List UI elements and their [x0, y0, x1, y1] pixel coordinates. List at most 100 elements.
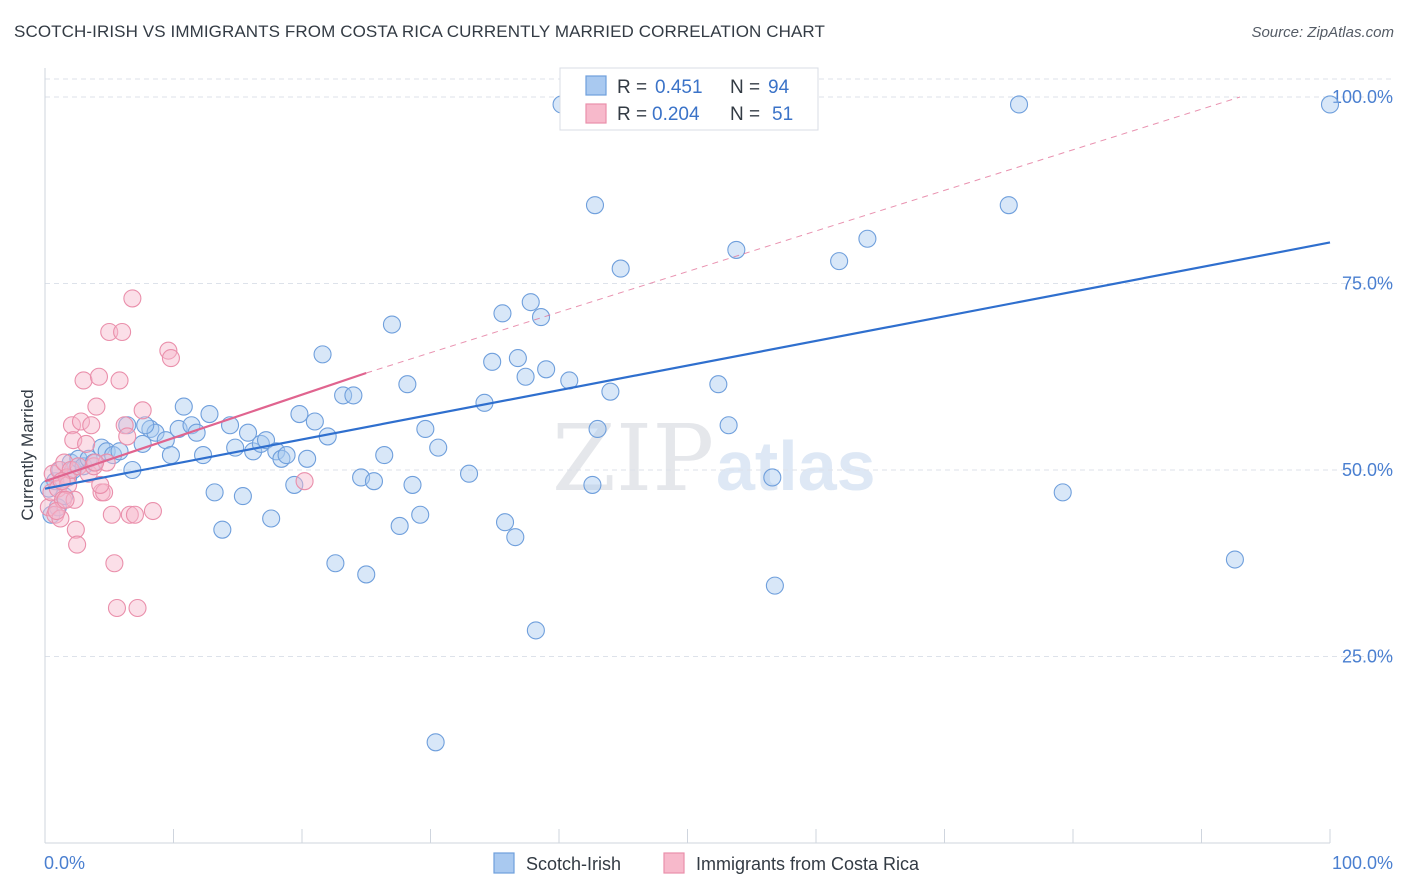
scotch-irish-point [585, 196, 605, 215]
grid-lines [45, 78, 1395, 657]
costa-rica-point [74, 371, 93, 390]
costa-rica-point [56, 490, 75, 509]
scotch-irish-point [506, 528, 525, 547]
y-tick-label: 100.0% [1332, 87, 1393, 107]
legend-n-label-1: N = [730, 77, 760, 98]
scotch-irish-point [357, 565, 376, 584]
bottom-legend-swatch-blue [493, 852, 515, 874]
scotch-irish-point [233, 487, 252, 506]
scotch-irish-point [290, 404, 309, 424]
costa-rica-point [120, 505, 139, 524]
scotch-irish-point [344, 386, 363, 405]
watermark-zip: ZIP [552, 405, 714, 512]
scotch-irish-point [382, 315, 402, 334]
trend-lines [44, 96, 1331, 490]
scotch-irish-point [200, 404, 219, 424]
y-tick-labels: 25.0% 50.0% 75.0% 100.0% [1332, 87, 1393, 667]
costa-rica-point [102, 505, 121, 524]
scotch-irish-point [727, 240, 746, 259]
costa-rica-point [115, 416, 134, 435]
costa-rica-point [133, 401, 152, 420]
scotch-irish-point [298, 449, 317, 468]
legend-n-label-2: N = [730, 104, 760, 125]
legend-r-value-2: 0.204 [652, 104, 700, 125]
scotch-irish-point [999, 196, 1018, 215]
scotch-irish-point [493, 304, 512, 323]
legend-n-value-2: 51 [772, 104, 793, 125]
costa-rica-point [62, 416, 82, 435]
scotch-irish-point [146, 423, 165, 442]
legend-swatch-blue [585, 75, 607, 96]
scotch-irish-point [521, 293, 540, 312]
scotch-irish-point [390, 516, 409, 536]
scotch-irish-point [403, 475, 422, 494]
scotch-irish-point [238, 423, 258, 442]
y-tick-label: 25.0% [1342, 647, 1393, 667]
correlation-legend: R = 0.451 N = 94 R = 0.204 N = 51 [559, 67, 819, 131]
scotch-irish-point [858, 229, 877, 248]
scotch-irish-point [205, 483, 224, 502]
costa-rica-point [125, 505, 144, 524]
costa-rica-point [82, 416, 101, 435]
axes [44, 68, 1331, 844]
y-tick-label: 50.0% [1342, 460, 1393, 480]
legend-n-value-1: 94 [768, 77, 790, 98]
scotch-irish-point [364, 472, 384, 491]
costa-rica-point [105, 554, 124, 573]
scotch-irish-point [495, 513, 515, 532]
scotch-irish-point [133, 434, 152, 453]
chart-title: SCOTCH-IRISH VS IMMIGRANTS FROM COSTA RI… [14, 22, 825, 41]
scotch-irish-point [426, 733, 445, 752]
costa-rica-point [159, 341, 178, 360]
scotch-irish-point [411, 505, 430, 524]
costa-rica-point [91, 475, 110, 494]
scotch-irish-point [763, 468, 782, 487]
costa-rica-trend-line [44, 371, 367, 483]
scotch-irish-point [326, 554, 345, 573]
costa-rica-point [66, 520, 85, 539]
costa-rica-point [89, 367, 109, 386]
costa-rica-point [87, 397, 106, 416]
y-tick-label: 75.0% [1342, 274, 1393, 294]
scotch-irish-point [508, 349, 527, 368]
x-tick-labels: 0.0% 100.0% [44, 853, 1393, 873]
scotch-irish-point [416, 419, 435, 439]
scotch-irish-point [483, 352, 502, 371]
bottom-legend-swatch-pink [663, 852, 685, 874]
scotch-irish-point [136, 416, 155, 435]
costa-rica-point [295, 472, 314, 491]
scotch-irish-point [375, 446, 394, 465]
scotch-irish-point [526, 621, 545, 640]
costa-rica-point [123, 289, 142, 308]
costa-rica-point [107, 598, 127, 618]
scotch-irish-point [213, 520, 232, 539]
scotch-irish-point [1225, 550, 1244, 569]
bottom-legend-label-1: Scotch-Irish [526, 854, 621, 874]
scotch-irish-point [709, 375, 728, 394]
scotch-irish-point [194, 446, 213, 465]
scotch-irish-point [1053, 483, 1072, 502]
bottom-legend-label-2: Immigrants from Costa Rica [696, 854, 920, 874]
scotch-irish-point [1320, 95, 1340, 114]
scotch-irish-point [305, 412, 324, 431]
x-tick-label: 100.0% [1332, 853, 1393, 873]
costa-rica-point [110, 371, 129, 390]
scotch-irish-point [161, 446, 180, 465]
costa-rica-point [143, 501, 162, 521]
scotch-irish-point [313, 345, 332, 364]
scotch-irish-point [1009, 95, 1029, 114]
costa-rica-point [118, 427, 137, 446]
scotch-irish-point [719, 416, 738, 435]
scotch-irish-point [277, 446, 296, 465]
scotch-irish-point [459, 464, 479, 483]
legend-r-value-1: 0.451 [655, 77, 703, 98]
costa-rica-point [71, 412, 91, 431]
scotch-irish-point [398, 375, 417, 394]
costa-rica-point [68, 535, 87, 554]
scotch-irish-point [765, 576, 784, 595]
scotch-irish-point [516, 367, 535, 386]
scotch-irish-point [334, 386, 353, 405]
y-axis-label: Currently Married [18, 389, 37, 520]
scotch-irish-trend-line [44, 241, 1331, 490]
